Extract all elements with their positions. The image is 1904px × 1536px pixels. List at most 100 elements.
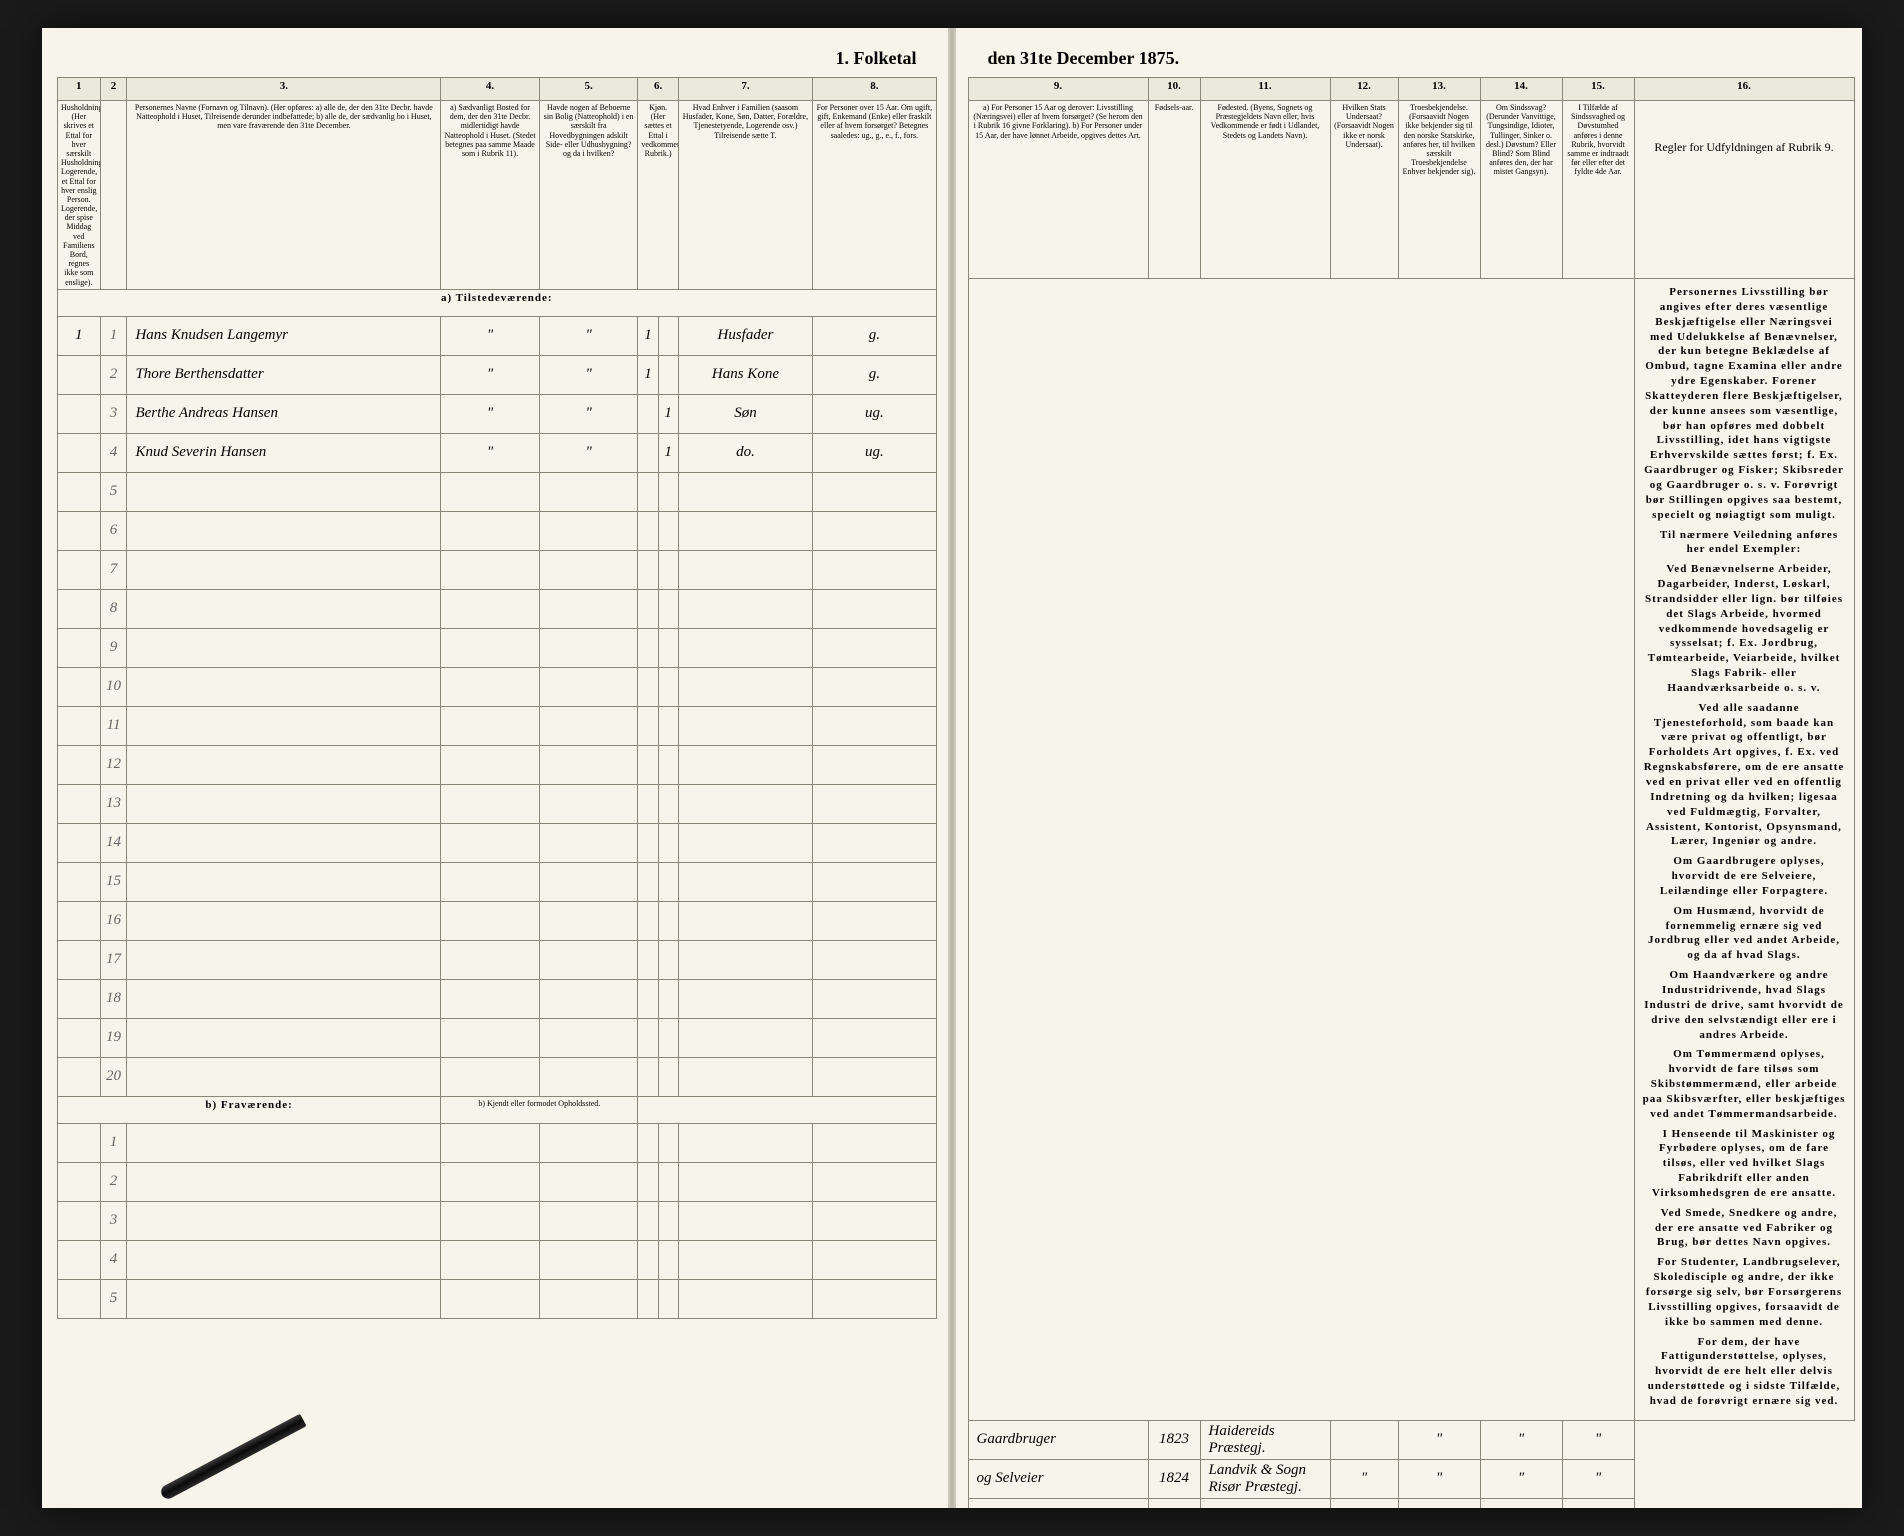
- cell: [638, 1162, 658, 1201]
- cell: [58, 901, 101, 940]
- cell: [813, 784, 936, 823]
- cell: [441, 1018, 540, 1057]
- cell: [127, 1240, 441, 1279]
- cell: ": [441, 316, 540, 355]
- cell: [813, 901, 936, 940]
- cell: [678, 472, 812, 511]
- hh-cell: 1: [58, 316, 101, 355]
- table-row: 5: [58, 1279, 937, 1318]
- person-num: 1: [100, 316, 127, 355]
- census-table-right: 9. 10. 11. 12. 13. 14. 15. 16. a) For Pe…: [968, 77, 1855, 1508]
- header: Hvilken Stats Undersaat? (Forsaavidt Nog…: [1330, 101, 1398, 279]
- row-num: 4: [100, 1240, 127, 1279]
- book-spine: [948, 28, 956, 1508]
- cell: [441, 550, 540, 589]
- cell: [127, 1018, 441, 1057]
- cell: [58, 862, 101, 901]
- row-num: 6: [100, 511, 127, 550]
- instruction-paragraph: Ved Benævnelserne Arbeider, Dagarbeider,…: [1643, 562, 1846, 696]
- cell: [539, 784, 638, 823]
- cell: [678, 706, 812, 745]
- cell: ": [441, 355, 540, 394]
- cell: [638, 628, 658, 667]
- cell: [638, 472, 658, 511]
- cell: [638, 1240, 658, 1279]
- cell: ug.: [813, 433, 936, 472]
- header: a) Sædvanligt Bosted for dem, der den 31…: [441, 101, 540, 290]
- col-num: 1: [58, 78, 101, 101]
- header: Regler for Udfyldningen af Rubrik 9.: [1634, 101, 1854, 279]
- cell: [638, 1201, 658, 1240]
- cell: [658, 979, 678, 1018]
- cell: ": [1480, 1498, 1562, 1508]
- cell: [638, 979, 658, 1018]
- cell: [58, 1123, 101, 1162]
- row-num: 19: [100, 1018, 127, 1057]
- table-row: 8: [58, 589, 937, 628]
- cell: [127, 979, 441, 1018]
- cell: [539, 511, 638, 550]
- cell: [678, 1018, 812, 1057]
- table-row: 11: [58, 706, 937, 745]
- cell: [813, 511, 936, 550]
- col-num: 9.: [968, 78, 1148, 101]
- row-num: 20: [100, 1057, 127, 1096]
- instruction-paragraph: For dem, der have Fattigunderstøttelse, …: [1643, 1335, 1846, 1409]
- cell: [638, 1123, 658, 1162]
- cell: [678, 1279, 812, 1318]
- cell: [127, 589, 441, 628]
- cell: [813, 1201, 936, 1240]
- col-num: 16.: [1634, 78, 1854, 101]
- cell: [539, 1018, 638, 1057]
- cell: ": [539, 394, 638, 433]
- instruction-paragraph: I Henseende til Maskinister og Fyrbødere…: [1643, 1127, 1846, 1201]
- cell: [539, 1201, 638, 1240]
- cell: [658, 511, 678, 550]
- hh-cell: [58, 394, 101, 433]
- cell: [539, 901, 638, 940]
- cell: [127, 784, 441, 823]
- row-num: 9: [100, 628, 127, 667]
- cell: [638, 667, 658, 706]
- cell: [127, 1057, 441, 1096]
- header: Havde nogen af Beboerne sin Bolig (Natte…: [539, 101, 638, 290]
- cell: [638, 589, 658, 628]
- cell: [678, 667, 812, 706]
- table-row: 3Berthe Andreas Hansen""1Sønug.: [58, 394, 937, 433]
- header: a) For Personer 15 Aar og derover: Livss…: [968, 101, 1148, 279]
- row-num: 2: [100, 1162, 127, 1201]
- section-b-row: b) Fraværende: b) Kjendt eller formodet …: [58, 1096, 937, 1123]
- pen-object: [162, 1448, 342, 1508]
- cell: [58, 472, 101, 511]
- cell: [539, 1162, 638, 1201]
- cell: [658, 1018, 678, 1057]
- cell: [813, 1123, 936, 1162]
- cell: 1853: [1148, 1498, 1200, 1508]
- page-title-left: 1. Folketal: [57, 48, 937, 69]
- cell: [127, 550, 441, 589]
- cell: [678, 979, 812, 1018]
- table-row: 5: [58, 472, 937, 511]
- cell: [441, 706, 540, 745]
- col-num: 3.: [127, 78, 441, 101]
- instruction-paragraph: Om Gaardbrugere oplyses, hvorvidt de ere…: [1643, 854, 1846, 899]
- cell: [127, 1162, 441, 1201]
- person-num: 2: [100, 355, 127, 394]
- page-title-right: den 31te December 1875.: [968, 48, 1848, 69]
- cell: [638, 1279, 658, 1318]
- header: Om Sindssvag? (Derunder Vanvittige, Tung…: [1480, 101, 1562, 279]
- person-num: 4: [100, 433, 127, 472]
- col-num: 6.: [638, 78, 678, 101]
- cell: [658, 667, 678, 706]
- cell: [658, 550, 678, 589]
- cell: [58, 745, 101, 784]
- cell: [441, 784, 540, 823]
- table-row: Gaardbruger1823Haidereids Præstegj.""": [968, 1420, 1854, 1459]
- cell: [658, 745, 678, 784]
- table-row: 18: [58, 979, 937, 1018]
- cell: [539, 1123, 638, 1162]
- cell: [58, 550, 101, 589]
- cell: [441, 1201, 540, 1240]
- table-row: 17: [58, 940, 937, 979]
- cell: [678, 745, 812, 784]
